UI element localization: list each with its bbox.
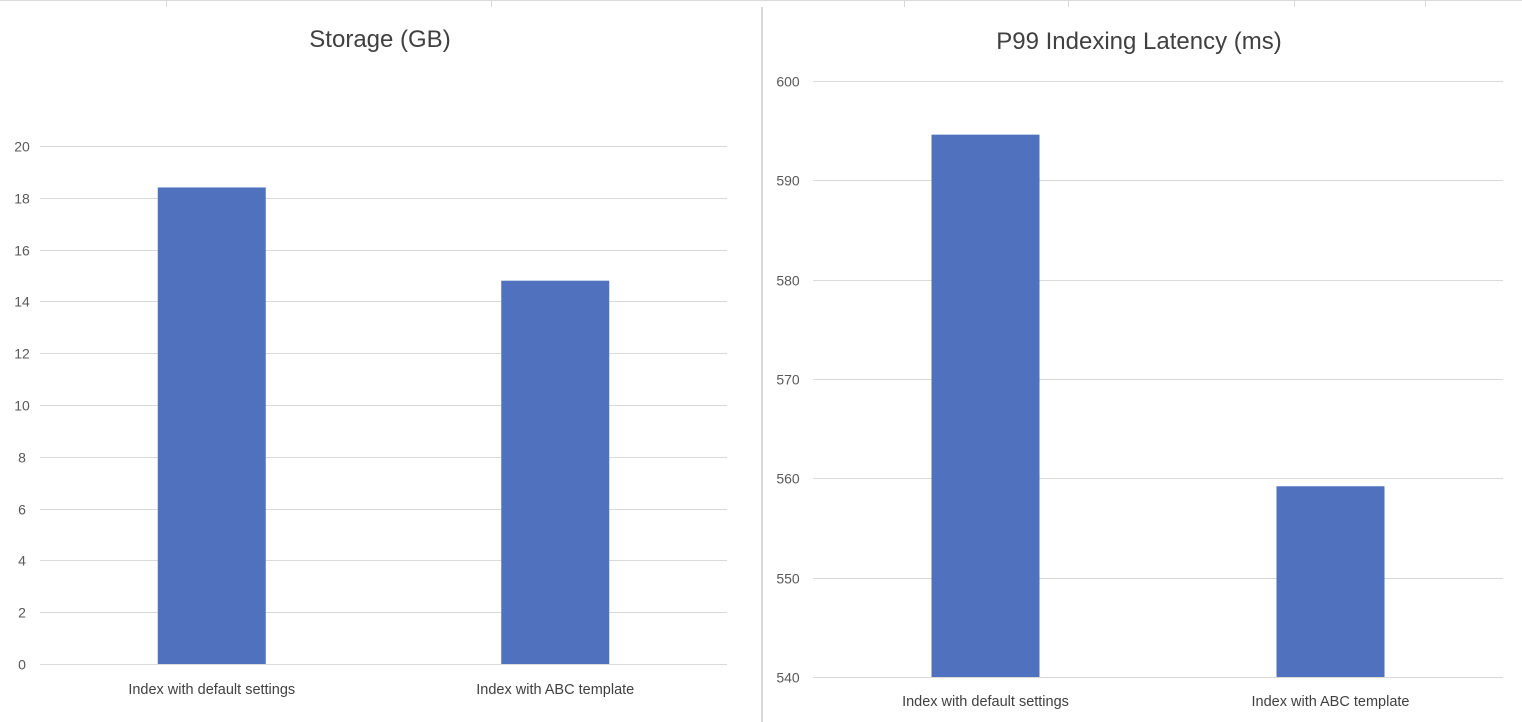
x-category-label: Index with ABC template — [476, 682, 634, 698]
y-tick-label: 570 — [776, 372, 800, 388]
y-tick-label: 580 — [776, 273, 800, 289]
y-tick-label: 20 — [14, 139, 30, 155]
bar[interactable] — [501, 280, 610, 664]
y-tick-label: 6 — [18, 502, 26, 518]
bar[interactable] — [931, 134, 1040, 677]
x-category-label: Index with default settings — [902, 694, 1069, 710]
x-category-label: Index with default settings — [128, 682, 295, 698]
y-tick-label: 550 — [776, 571, 800, 587]
y-tick-label: 590 — [776, 173, 800, 189]
y-tick-label: 540 — [776, 670, 800, 686]
y-tick-label: 560 — [776, 471, 800, 487]
storage-chart: Storage (GB) 0 2 4 6 8 10 12 14 16 18 20 Index with… — [14, 26, 727, 698]
spreadsheet-gridlines — [0, 0, 1522, 8]
y-tick-label: 2 — [18, 605, 26, 621]
bar[interactable] — [157, 187, 266, 664]
bar[interactable] — [1276, 486, 1385, 677]
y-tick-label: 8 — [18, 450, 26, 466]
y-tick-label: 14 — [14, 294, 30, 310]
storage-chart-panel[interactable]: Storage (GB) 0 2 4 6 8 10 12 14 16 18 20 Index with… — [0, 7, 761, 722]
y-tick-label: 600 — [776, 74, 800, 90]
y-tick-label: 4 — [18, 553, 26, 569]
y-tick-label: 10 — [14, 398, 30, 414]
x-category-label: Index with ABC template — [1252, 694, 1410, 710]
chart-title: P99 Indexing Latency (ms) — [996, 28, 1281, 55]
y-tick-label: 16 — [14, 243, 30, 259]
y-tick-label: 12 — [14, 346, 30, 362]
latency-chart: P99 Indexing Latency (ms) 540 550 560 570 58… — [776, 28, 1503, 710]
latency-chart-panel[interactable]: P99 Indexing Latency (ms) 540 550 560 570 58… — [763, 7, 1522, 722]
y-tick-label: 0 — [18, 657, 26, 673]
chart-title: Storage (GB) — [309, 26, 450, 53]
panel-divider — [761, 7, 763, 722]
y-tick-label: 18 — [14, 191, 30, 207]
